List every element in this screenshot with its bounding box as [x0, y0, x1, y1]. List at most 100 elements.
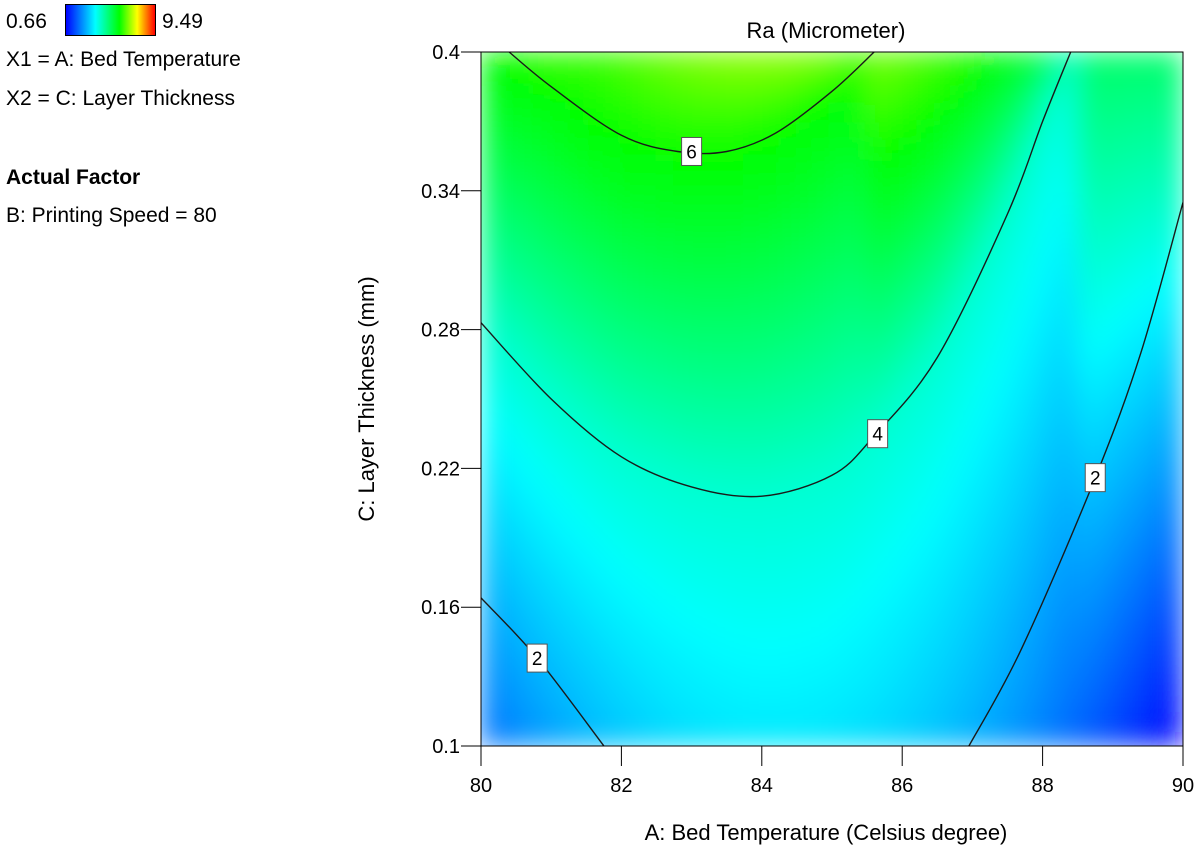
heat-cell — [620, 554, 640, 574]
heat-cell — [550, 328, 570, 348]
heat-cell — [1129, 293, 1149, 314]
heat-cell — [901, 259, 921, 279]
heat-cell — [901, 571, 921, 591]
heat-cell — [585, 432, 605, 453]
heat-cell — [515, 259, 535, 279]
heat-cell — [708, 432, 728, 453]
heat-cell — [620, 363, 640, 383]
heat-cell — [567, 363, 588, 383]
heat-cell — [1076, 363, 1097, 383]
heat-cell — [1006, 606, 1027, 626]
heat-cell — [620, 103, 640, 123]
heat-cell — [1024, 727, 1044, 746]
heat-cell — [1146, 52, 1167, 71]
heat-cell — [1024, 415, 1044, 435]
heat-cell — [1129, 710, 1149, 730]
heat-cell — [831, 554, 851, 574]
heat-cell — [831, 155, 851, 175]
heat-cell — [778, 658, 798, 678]
heat-cell — [673, 536, 693, 557]
heat-cell — [901, 85, 921, 106]
heat-cell — [831, 640, 851, 661]
heat-cell — [1111, 172, 1132, 192]
heat-cell — [1006, 155, 1027, 175]
heat-cell — [655, 207, 676, 227]
heat-cell — [831, 484, 851, 505]
heat-cell — [481, 450, 500, 470]
heat-cell — [1164, 467, 1183, 487]
heat-cell — [725, 692, 746, 713]
heat-cell — [866, 363, 886, 383]
heat-cell — [1024, 502, 1044, 522]
heat-cell — [760, 727, 781, 746]
heat-cell — [848, 103, 869, 123]
heat-cell — [1111, 623, 1132, 643]
heat-cell — [637, 519, 658, 539]
y-tick-label: 0.34 — [421, 181, 460, 203]
heat-cell — [655, 276, 676, 296]
heat-cell — [883, 120, 904, 140]
heat-cell — [953, 276, 974, 296]
heat-cell — [883, 155, 904, 175]
heat-cell — [760, 189, 781, 210]
heat-cell — [795, 52, 816, 71]
heat-cell — [778, 727, 798, 746]
heat-cell — [725, 588, 746, 609]
heat-cell — [813, 380, 833, 400]
heat-cell — [936, 484, 956, 505]
heat-cell — [831, 224, 851, 244]
heat-cell — [497, 606, 518, 626]
heat-cell — [760, 692, 781, 713]
heat-cell — [725, 536, 746, 557]
heat-cell — [936, 120, 956, 140]
heat-cell — [1094, 606, 1114, 626]
heat-cell — [567, 692, 588, 713]
heat-cell — [1059, 224, 1079, 244]
heat-cell — [760, 606, 781, 626]
heat-cell — [1006, 398, 1027, 418]
heat-cell — [708, 259, 728, 279]
heat-cell — [883, 137, 904, 158]
heat-cell — [690, 554, 711, 574]
heat-cell — [901, 68, 921, 88]
heat-cell — [655, 675, 676, 695]
heat-cell — [743, 259, 763, 279]
heat-cell — [1006, 484, 1027, 505]
heat-cell — [1111, 259, 1132, 279]
heat-cell — [1094, 554, 1114, 574]
heat-cell — [1041, 68, 1062, 88]
heat-cell — [1076, 554, 1097, 574]
heat-cell — [831, 103, 851, 123]
heat-cell — [1076, 52, 1097, 71]
heat-cell — [1006, 328, 1027, 348]
heat-cell — [673, 606, 693, 626]
heat-cell — [953, 398, 974, 418]
heat-cell — [1146, 259, 1167, 279]
heat-cell — [1041, 155, 1062, 175]
heat-cell — [1024, 224, 1044, 244]
heat-cell — [585, 536, 605, 557]
heat-cell — [795, 345, 816, 366]
heat-cell — [1076, 692, 1097, 713]
heat-cell — [901, 415, 921, 435]
heat-cell — [515, 571, 535, 591]
heat-cell — [481, 363, 500, 383]
heat-cell — [515, 727, 535, 746]
heat-cell — [1059, 120, 1079, 140]
heat-cell — [795, 120, 816, 140]
heat-cell — [918, 172, 939, 192]
heat-cell — [936, 345, 956, 366]
heat-cell — [620, 189, 640, 210]
heat-cell — [760, 432, 781, 453]
heat-cell — [953, 241, 974, 262]
heat-cell — [1059, 415, 1079, 435]
heat-cell — [567, 276, 588, 296]
heat-cell — [1076, 259, 1097, 279]
heat-cell — [1146, 345, 1167, 366]
heat-cell — [901, 276, 921, 296]
heat-cell — [637, 328, 658, 348]
heat-cell — [778, 103, 798, 123]
heat-cell — [848, 293, 869, 314]
heat-cell — [637, 606, 658, 626]
heat-cell — [918, 502, 939, 522]
